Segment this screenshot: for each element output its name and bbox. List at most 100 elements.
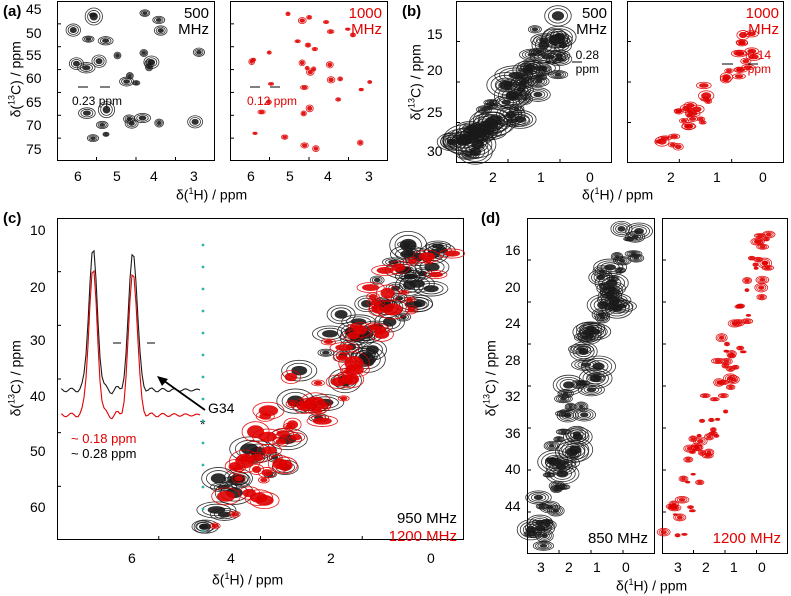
peak-a-black xyxy=(139,49,149,57)
peak-d-red xyxy=(711,357,726,365)
peak-d-black xyxy=(627,232,644,242)
peak-c-red xyxy=(258,405,279,417)
peak-d-black xyxy=(570,344,592,354)
peak-c-red xyxy=(348,322,372,338)
peak-d-black xyxy=(583,386,600,394)
peak-a-black xyxy=(97,121,107,128)
peak-d-red xyxy=(693,436,708,446)
peak-a-red xyxy=(258,110,265,114)
panel-a-ytick: 70 xyxy=(26,117,42,133)
peak-d-red xyxy=(686,446,693,451)
peak-b-black xyxy=(520,60,561,76)
peak-a-red xyxy=(301,111,306,116)
peak-a-black xyxy=(102,131,110,137)
peak-a-red xyxy=(328,77,334,83)
panel-a-xtick: 3 xyxy=(365,168,373,184)
peak-a-red xyxy=(301,143,308,148)
panel-a-xtick: 5 xyxy=(286,168,294,184)
peak-d-red xyxy=(747,314,750,317)
peak-b-red xyxy=(722,76,730,82)
peak-d-red xyxy=(703,448,715,457)
peak-a-black xyxy=(128,120,135,126)
peak-b-black xyxy=(531,34,556,56)
panel-c-field-black: 950 MHz xyxy=(396,510,457,527)
peak-b-black xyxy=(513,78,532,88)
peak-c-red xyxy=(376,266,394,274)
peak-b-red xyxy=(660,136,670,140)
peak-a-black xyxy=(157,28,164,33)
peak-d-red xyxy=(724,359,730,364)
peak-c-red xyxy=(288,401,296,407)
peak-a-red xyxy=(305,104,314,113)
peak-d-black xyxy=(566,429,590,445)
peak-d-red xyxy=(715,434,718,437)
peak-b-red xyxy=(719,74,732,84)
peak-c-red xyxy=(286,420,299,429)
peak-c-black xyxy=(326,304,356,325)
peak-a-black xyxy=(69,27,77,34)
peak-c-black xyxy=(322,350,330,355)
peak-d-black xyxy=(580,412,589,418)
peak-b-red xyxy=(701,92,712,100)
peak-d-red xyxy=(725,342,729,346)
peak-d-black xyxy=(543,519,551,524)
peak-d-black xyxy=(541,518,553,525)
cyan-marker xyxy=(201,419,205,423)
peak-d-red xyxy=(699,419,705,423)
peak-a-black xyxy=(189,117,201,127)
peak-d-red xyxy=(697,480,702,484)
peak-b-red xyxy=(679,104,692,113)
peak-c-red xyxy=(407,258,417,265)
peak-d-black xyxy=(557,429,570,435)
peak-d-red xyxy=(722,409,729,414)
panel-c-xtick: 2 xyxy=(327,550,335,566)
peak-b-black xyxy=(530,90,546,99)
peak-a-black xyxy=(95,58,103,65)
peak-a-black xyxy=(124,118,139,129)
peak-a-black xyxy=(187,115,204,129)
peak-d-red xyxy=(685,445,695,452)
inset-trace-black xyxy=(61,249,201,395)
peak-d-black xyxy=(548,457,562,467)
peak-a-red xyxy=(257,109,266,115)
peak-d-black xyxy=(561,440,590,460)
panel-c-xtick: 4 xyxy=(227,550,235,566)
panel-c-xtick: 6 xyxy=(128,550,136,566)
peak-b-red xyxy=(682,105,690,112)
peak-a-black xyxy=(192,47,205,57)
peak-b-red xyxy=(658,135,672,141)
panel-a-xtick: 5 xyxy=(113,168,121,184)
peak-c-red xyxy=(405,305,418,315)
peak-a-red xyxy=(281,134,289,140)
peak-b-red xyxy=(747,48,757,54)
peak-c-red xyxy=(387,260,410,275)
peak-a-black xyxy=(154,16,164,23)
peak-b-red xyxy=(740,57,752,65)
peak-d-red xyxy=(733,365,738,369)
peak-d-red xyxy=(658,529,669,536)
peak-b-red xyxy=(746,31,756,37)
peak-a-red xyxy=(358,87,364,92)
peak-d-black xyxy=(561,390,571,397)
peak-a-black xyxy=(141,51,146,55)
peak-d-black xyxy=(586,294,619,316)
peak-d-red xyxy=(738,304,743,308)
peak-a-red xyxy=(297,17,307,25)
peak-c-black xyxy=(404,277,430,291)
panel-c-field-red: 1200 MHz xyxy=(388,528,457,545)
peak-b-red xyxy=(696,116,706,122)
peak-c-red xyxy=(368,303,388,317)
panel-b-ytick: 25 xyxy=(427,104,443,120)
panel-c-ytick: 30 xyxy=(30,332,46,348)
peak-d-black xyxy=(572,433,584,441)
peak-a-black xyxy=(99,122,106,127)
peak-d-red xyxy=(682,533,687,536)
peak-c-red xyxy=(380,287,395,299)
peak-d-black xyxy=(608,276,619,282)
peak-a-red xyxy=(358,140,363,145)
peak-c-red xyxy=(283,417,302,432)
peak-b-black xyxy=(552,71,564,78)
peak-b-black xyxy=(493,82,531,109)
peak-d-red xyxy=(757,294,766,300)
cyan-marker xyxy=(201,243,205,247)
